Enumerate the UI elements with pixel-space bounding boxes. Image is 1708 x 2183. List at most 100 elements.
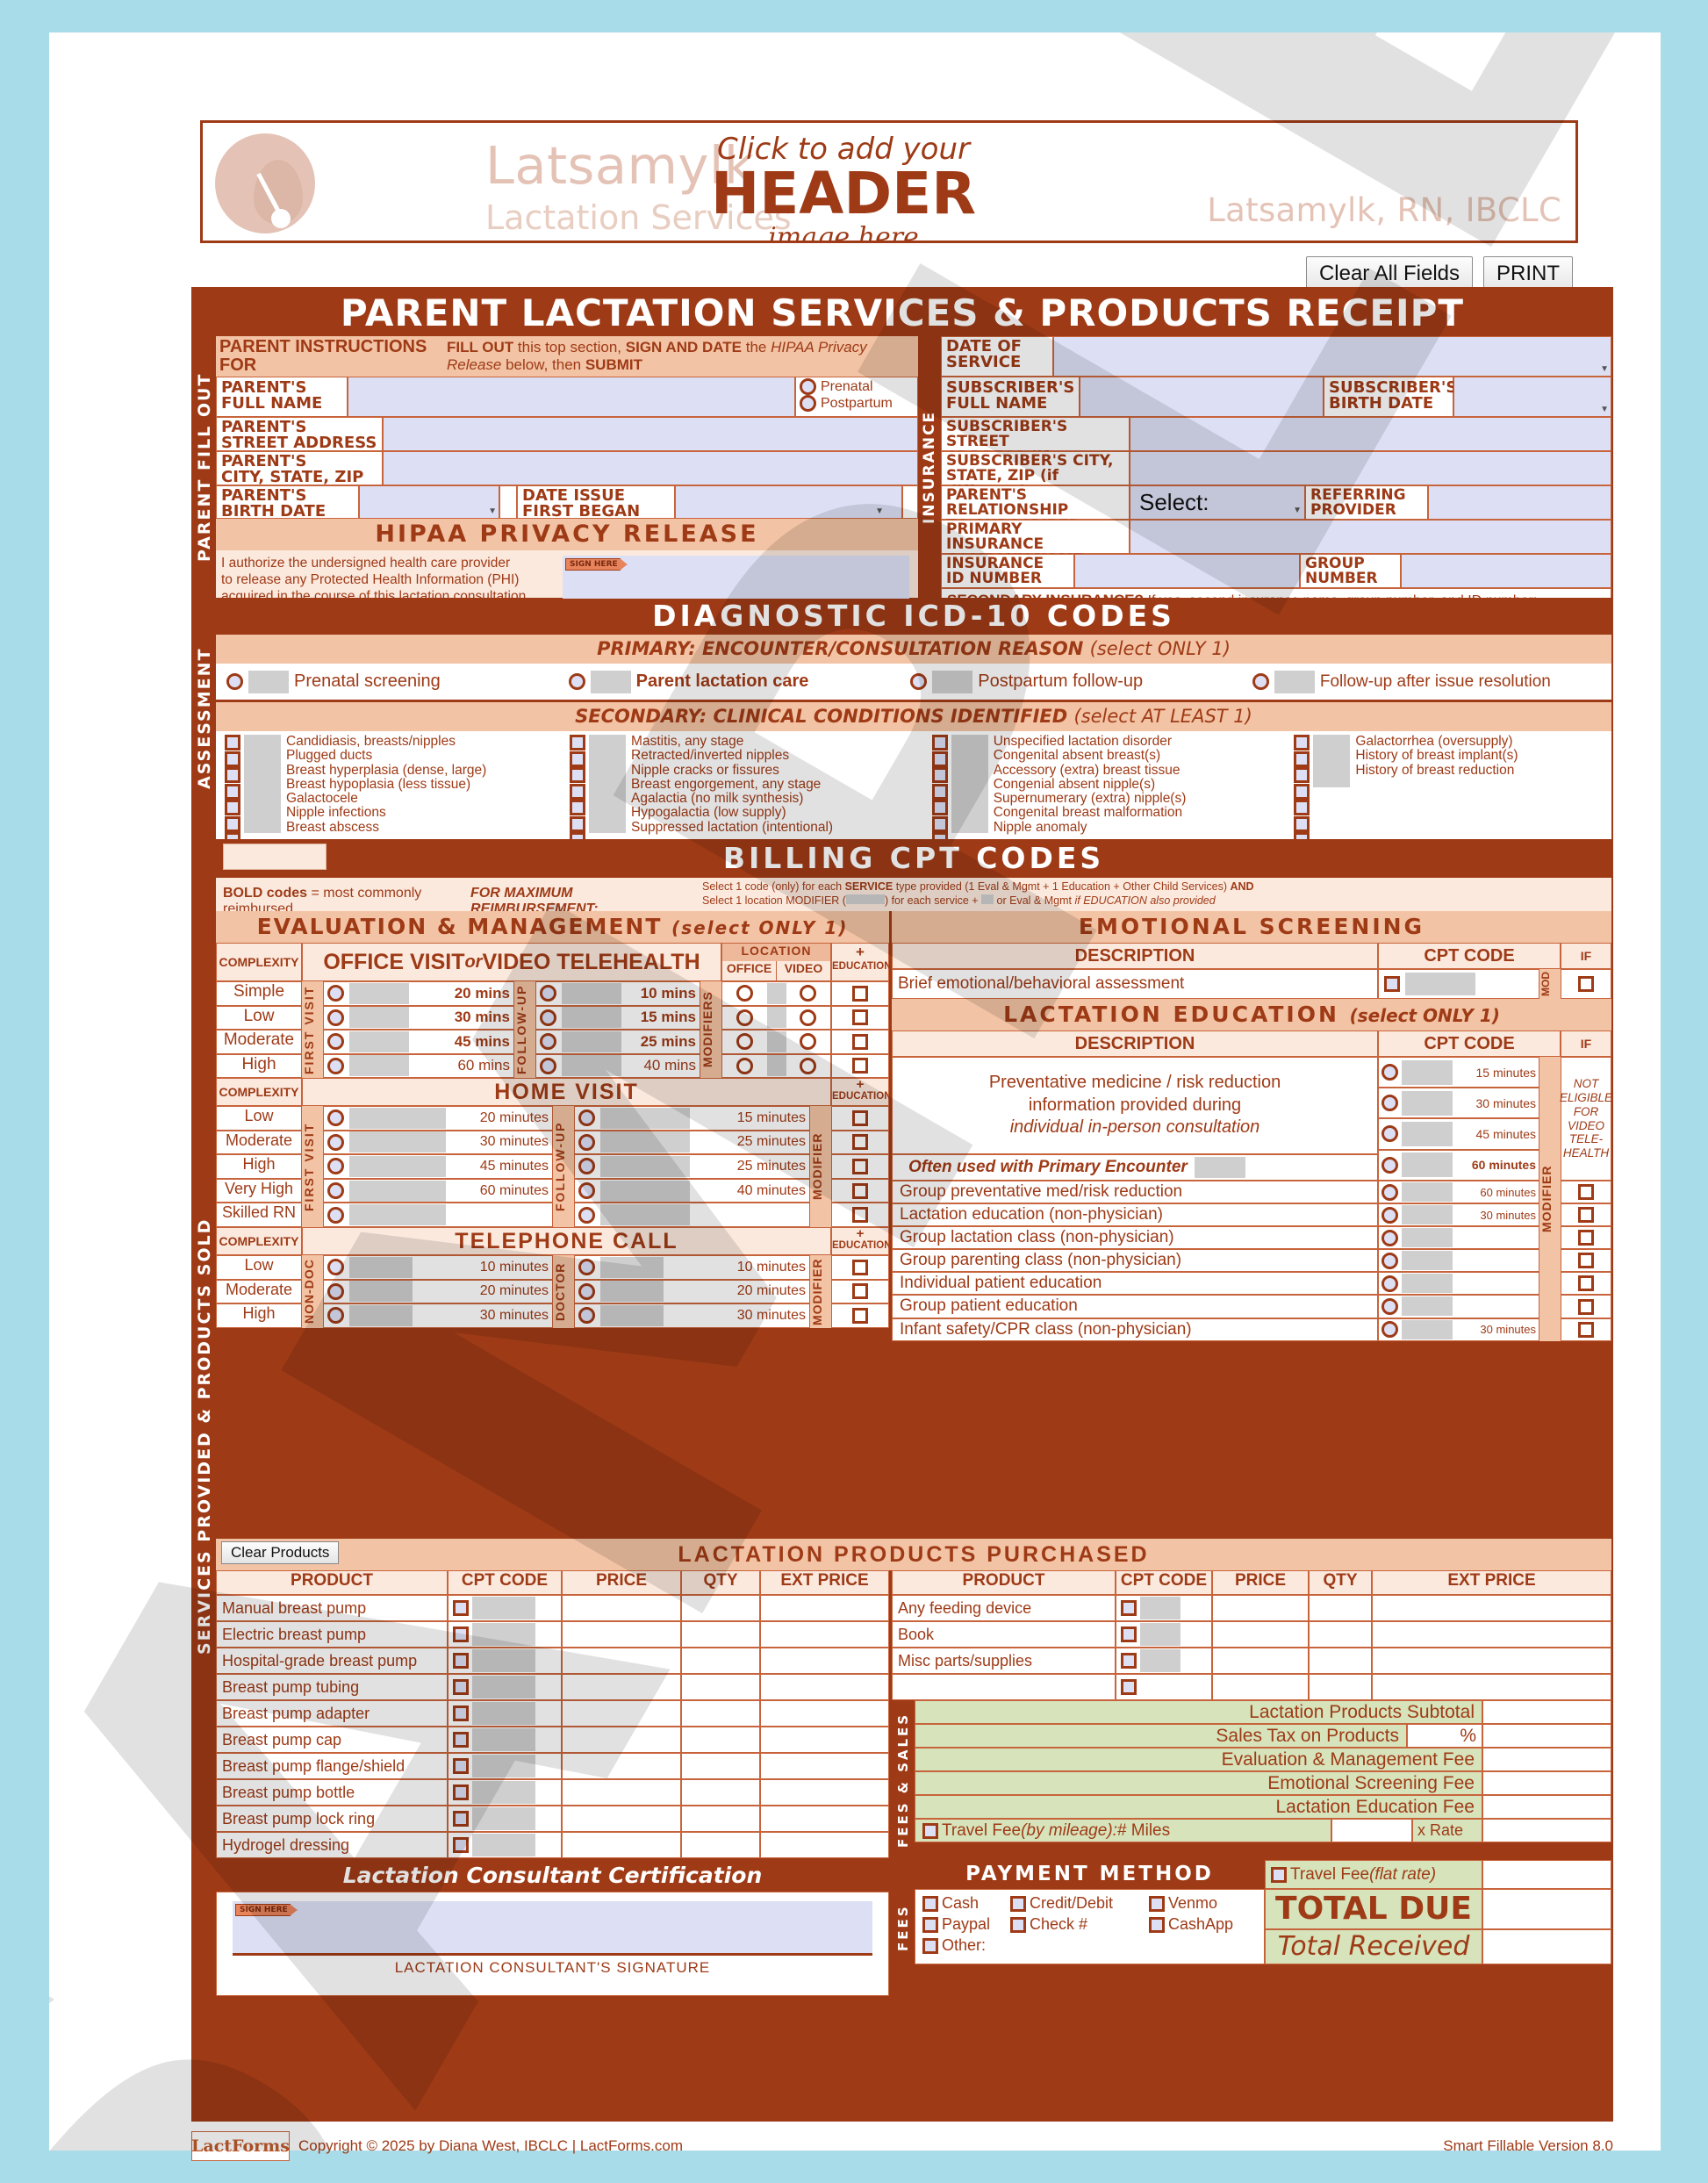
education-ifvideo-check-3[interactable] [1578,1253,1594,1269]
secondary-check-21[interactable] [1294,735,1310,750]
product-check-1[interactable] [453,1626,469,1642]
secondary-check-17[interactable] [931,783,948,800]
subscriber-birth-input[interactable]: ▼ [1453,377,1611,417]
product-cpt-3[interactable] [472,1676,535,1698]
fee-value-4[interactable] [1482,1795,1611,1819]
office-education-check-2[interactable] [852,1033,868,1050]
product-r-qty-0[interactable] [1309,1595,1372,1621]
education-ifvideo-check-1[interactable] [1578,1207,1594,1224]
education-row-radio-6[interactable] [1381,1321,1398,1339]
subscriber-name-input[interactable] [1080,377,1324,417]
product-ext-9[interactable] [760,1832,889,1858]
office-loc-video-1[interactable] [800,1009,817,1026]
education-prevent-code-3[interactable] [1402,1153,1453,1178]
education-prevent-code-0[interactable] [1402,1059,1453,1085]
home-follow-code-4[interactable] [600,1204,690,1226]
home-first-radio-3[interactable] [327,1182,344,1200]
product-check-8[interactable] [453,1811,469,1827]
primary-option-2[interactable]: Postpartum follow-up [910,664,1252,700]
payment-check[interactable]: Check # [1010,1915,1142,1934]
secondary-check-16[interactable] [931,767,948,783]
phone-nondoc-code-1[interactable] [349,1281,413,1303]
education-ifvideo-check-6[interactable] [1578,1321,1594,1338]
secondary-check-19[interactable] [931,815,948,832]
office-education-check-3[interactable] [852,1058,868,1074]
fee-value-3[interactable] [1482,1771,1611,1795]
secondary-check-3[interactable] [225,783,240,800]
fee-value-2[interactable] [1482,1748,1611,1771]
insurance-id-input[interactable] [1074,554,1300,588]
phone-nondoc-radio-1[interactable] [327,1282,344,1300]
parent-full-name-input[interactable] [348,377,795,417]
product-ext-2[interactable] [760,1648,889,1674]
primary-insurance-input[interactable] [1130,520,1611,554]
primary-radio-1[interactable] [568,673,585,690]
product-check-2[interactable] [453,1653,469,1669]
referring-provider-input[interactable] [1428,485,1611,520]
education-row-radio-4[interactable] [1381,1275,1398,1292]
office-loc-video-0[interactable] [800,985,817,1002]
home-follow-code-2[interactable] [600,1155,690,1177]
product-check-0[interactable] [453,1600,469,1616]
primary-radio-0[interactable] [226,673,243,690]
total-received-value[interactable] [1482,1929,1611,1964]
education-ifvideo-check-4[interactable] [1578,1275,1594,1292]
primary-code-2[interactable] [932,670,973,693]
product-ext-4[interactable] [760,1700,889,1727]
product-ext-3[interactable] [760,1674,889,1700]
education-row-radio-0[interactable] [1381,1183,1398,1201]
secondary-check-5[interactable] [225,815,240,832]
subscriber-city-input[interactable] [1130,451,1611,485]
secondary-check-23[interactable] [1294,767,1310,783]
office-loc-office-0[interactable] [736,985,753,1002]
product-qty-2[interactable] [681,1648,760,1674]
product-ext-8[interactable] [760,1806,889,1832]
home-follow-radio-1[interactable] [578,1133,595,1151]
product-ext-5[interactable] [760,1727,889,1753]
product-r-cpt-2[interactable] [1140,1649,1181,1672]
product-price-3[interactable] [562,1674,681,1700]
product-price-2[interactable] [562,1648,681,1674]
education-ifvideo-check-0[interactable] [1578,1184,1594,1201]
home-education-check-2[interactable] [852,1158,868,1174]
total-due-value[interactable] [1482,1889,1611,1929]
office-follow-radio-3[interactable] [540,1057,556,1074]
product-price-1[interactable] [562,1621,681,1648]
product-cpt-5[interactable] [472,1728,535,1751]
primary-option-3[interactable]: Follow-up after issue resolution [1252,664,1611,700]
emotional-ifvideo-check[interactable] [1578,976,1594,992]
payment-cash[interactable]: Cash [922,1894,1003,1913]
phone-education-check-1[interactable] [852,1283,868,1300]
secondary-check-10[interactable] [570,783,586,800]
travel-mileage-check[interactable] [922,1822,938,1839]
product-check-4[interactable] [453,1705,469,1721]
office-first-radio-1[interactable] [327,1009,344,1026]
phone-doctor-code-2[interactable] [600,1304,664,1326]
education-row-code-2[interactable] [1402,1228,1453,1248]
office-follow-radio-2[interactable] [540,1033,556,1051]
product-price-0[interactable] [562,1595,681,1621]
product-r-price-2[interactable] [1212,1648,1309,1674]
product-r-qty-2[interactable] [1309,1648,1372,1674]
fee-value-0[interactable] [1482,1700,1611,1724]
phone-doctor-radio-0[interactable] [578,1259,595,1276]
product-r-cpt-0[interactable] [1140,1597,1181,1619]
product-cpt-7[interactable] [472,1781,535,1804]
product-price-9[interactable] [562,1832,681,1858]
product-r-qty-3[interactable] [1309,1674,1372,1700]
product-qty-3[interactable] [681,1674,760,1700]
payment-credit[interactable]: Credit/Debit [1010,1894,1142,1913]
home-follow-code-0[interactable] [600,1107,690,1129]
product-ext-6[interactable] [760,1753,889,1779]
emotional-cpt-check[interactable] [1384,976,1400,992]
parent-city-input[interactable] [383,451,918,485]
product-ext-1[interactable] [760,1621,889,1648]
parent-signature-input[interactable]: SIGN HERE [563,556,909,601]
relationship-select[interactable]: Select: ▼ [1130,485,1305,520]
secondary-check-26[interactable] [1294,815,1310,832]
primary-option-1[interactable]: Parent lactation care [568,664,911,700]
payment-venmo-check[interactable] [1149,1895,1165,1912]
education-row-code-1[interactable] [1402,1205,1453,1225]
home-first-radio-0[interactable] [327,1109,344,1127]
payment-check-check[interactable] [1010,1916,1026,1933]
